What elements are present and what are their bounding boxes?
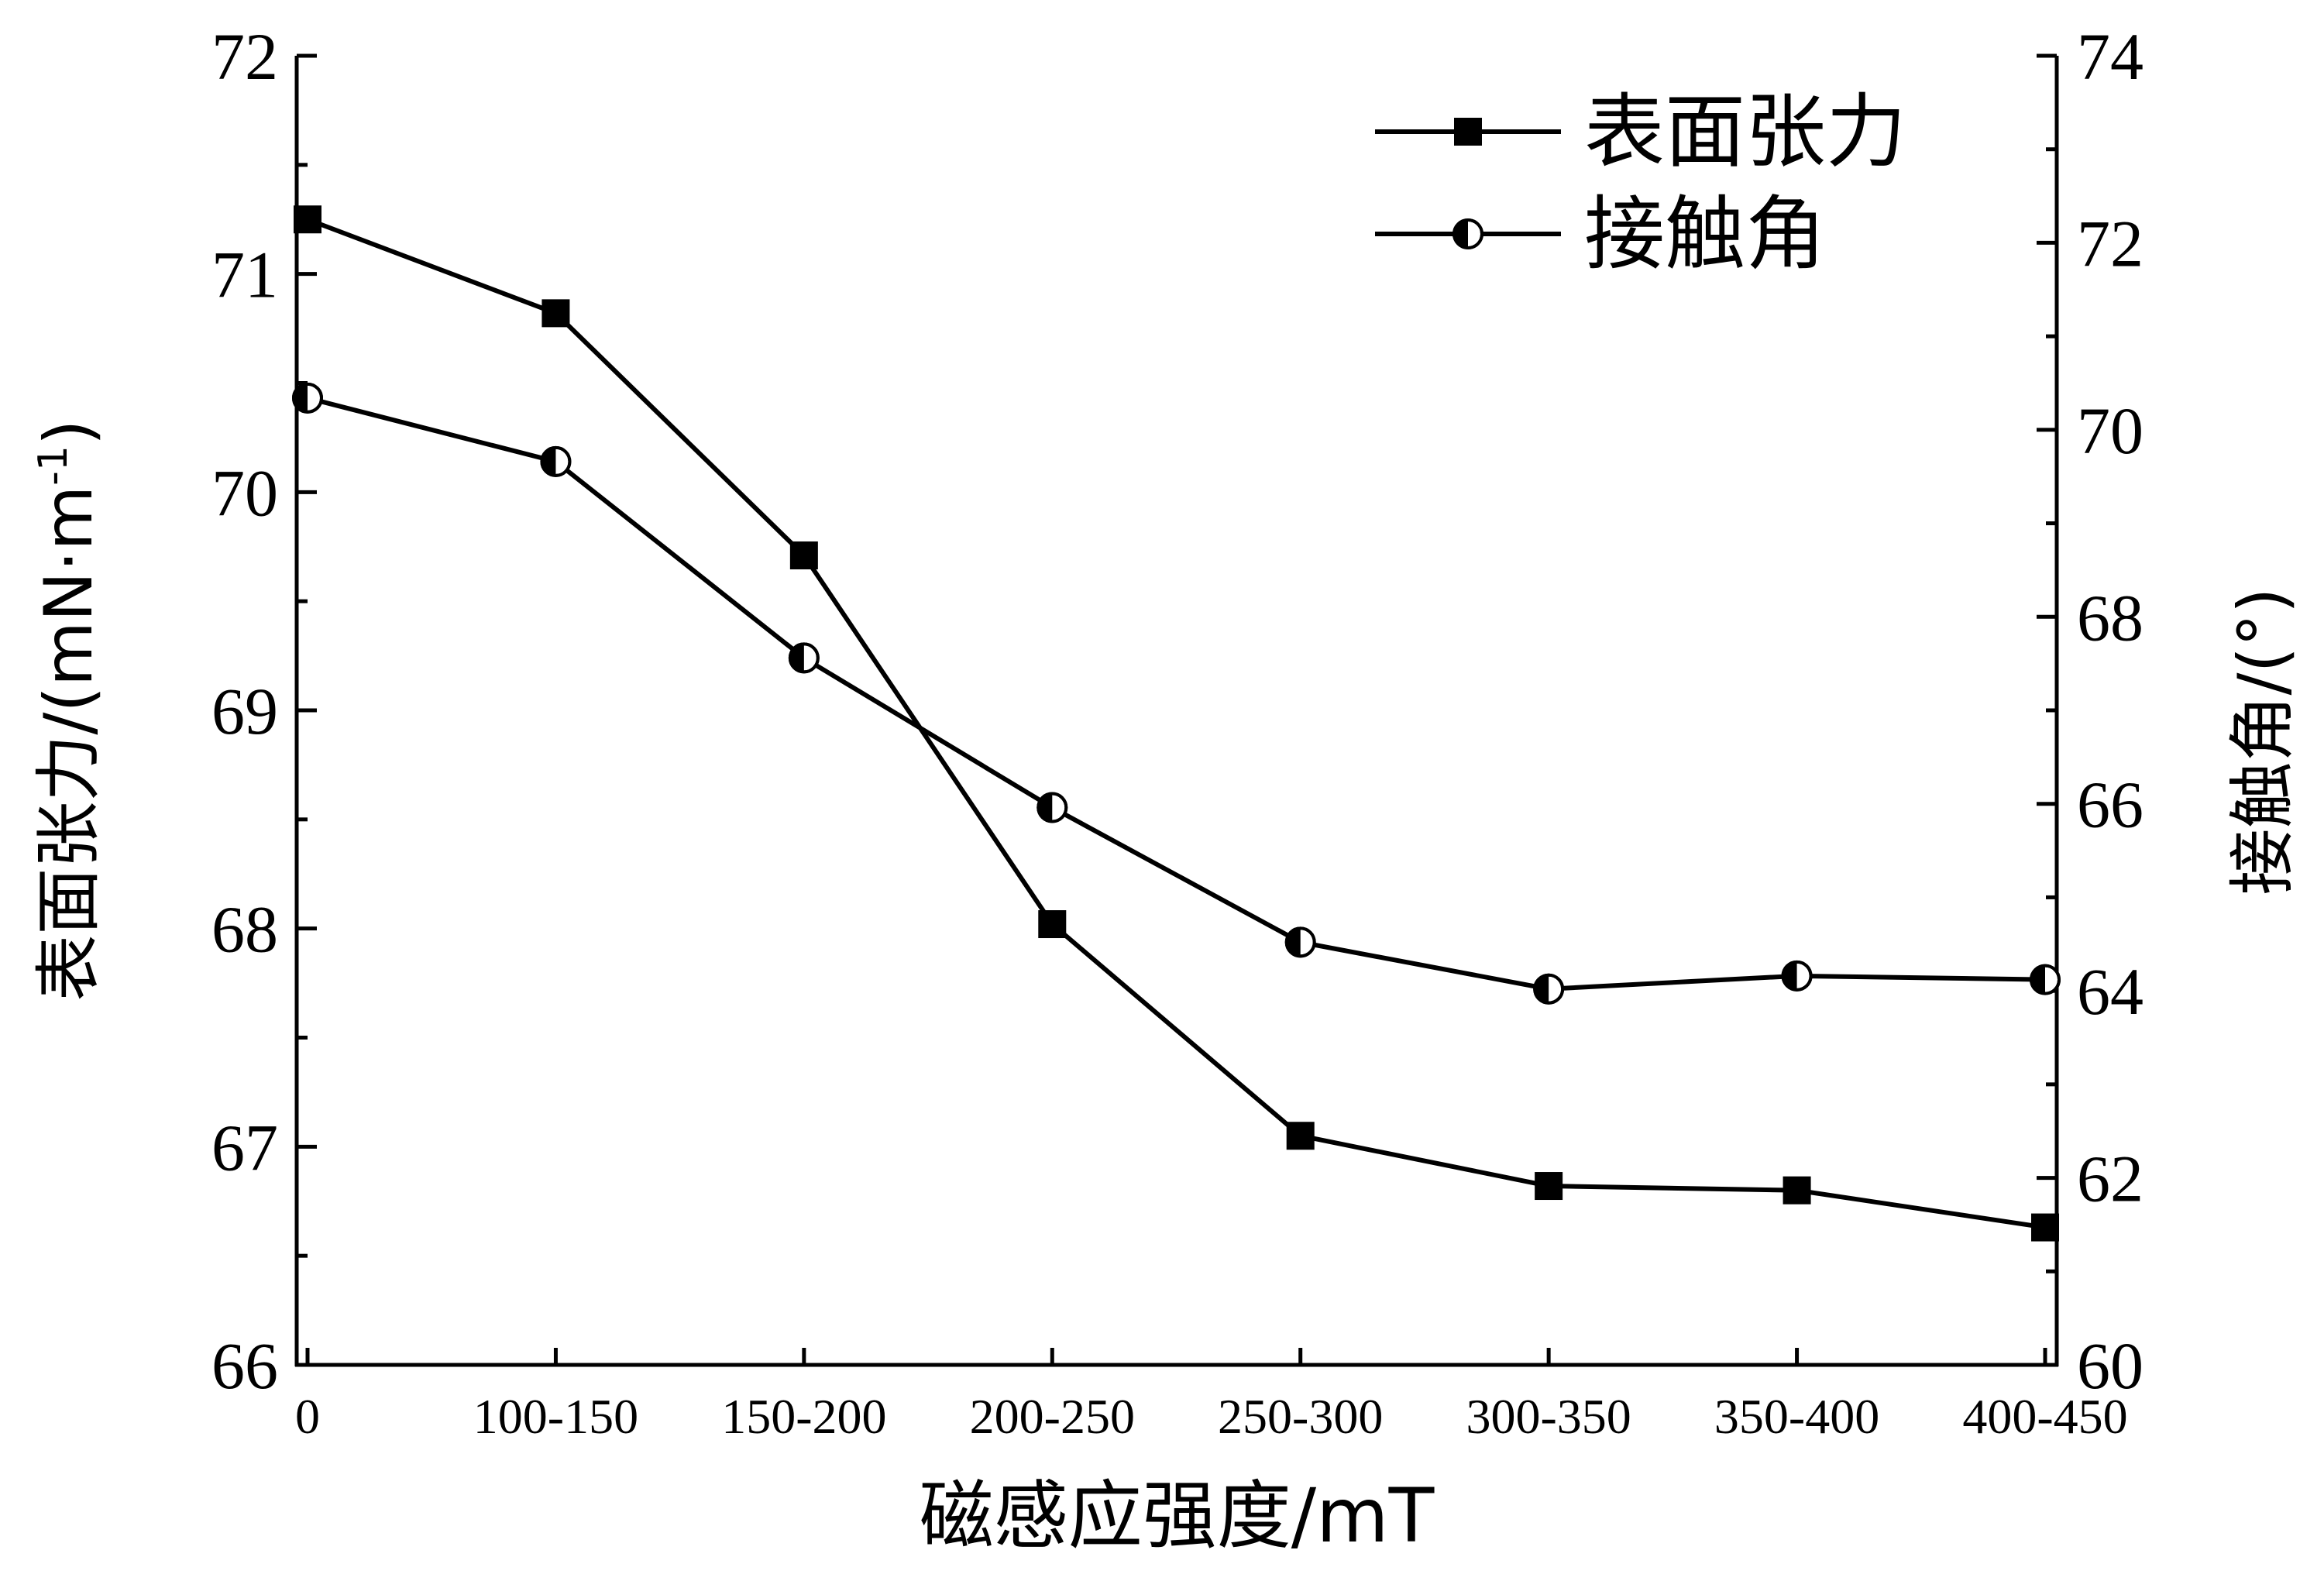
data-point-circle-outline <box>1452 218 1483 249</box>
right-y-tick-label: 68 <box>2077 580 2144 655</box>
data-point-circle <box>1533 973 1565 1005</box>
data-point-circle-outline <box>1533 973 1565 1005</box>
x-tick-label: 400-450 <box>1962 1389 2127 1444</box>
x-tick-label: 150-200 <box>721 1389 886 1444</box>
data-point-circle-outline <box>1284 926 1316 958</box>
left-y-axis-title: 表面张力/(mN·m-1) <box>30 419 108 1001</box>
right-y-tick-label: 74 <box>2077 19 2144 94</box>
x-tick-label: 300-350 <box>1466 1389 1631 1444</box>
data-point-circle <box>788 642 820 674</box>
data-point-square <box>1535 1172 1563 1201</box>
right-y-tick-label: 62 <box>2077 1142 2144 1216</box>
data-point-square <box>1783 1176 1811 1205</box>
legend-label: 表面张力 <box>1584 84 1906 179</box>
data-point-square <box>294 205 321 234</box>
right-y-tick-label: 70 <box>2077 394 2144 468</box>
right-y-tick-label: 66 <box>2077 768 2144 842</box>
data-point-circle <box>1037 792 1068 823</box>
data-point-circle-outline <box>1037 792 1068 823</box>
data-point-circle-outline <box>788 642 820 674</box>
right-y-axis-title: 接触角/(°) <box>2224 587 2302 895</box>
x-tick-label: 250-300 <box>1218 1389 1383 1444</box>
x-tick-label: 0 <box>295 1389 320 1444</box>
data-point-circle <box>1284 926 1316 958</box>
data-point-circle-outline <box>292 382 323 414</box>
left-y-tick-label: 68 <box>211 892 278 967</box>
left-y-tick-label: 71 <box>211 238 278 312</box>
x-tick-label: 100-150 <box>473 1389 638 1444</box>
data-point-circle-outline <box>540 445 572 477</box>
x-tick-label: 200-250 <box>970 1389 1135 1444</box>
series-group <box>292 205 2061 1242</box>
data-point-circle-outline <box>2030 964 2061 995</box>
left-y-tick-label: 67 <box>211 1110 278 1184</box>
data-point-square <box>789 541 818 570</box>
right-y-tick-label: 72 <box>2077 206 2144 280</box>
data-point-circle <box>292 382 323 414</box>
x-axis-title: 磁感应强度/mT <box>920 1473 1435 1559</box>
legend-label: 接触角 <box>1584 187 1826 281</box>
right-y-tick-label: 64 <box>2077 954 2144 1029</box>
left-y-tick-label: 72 <box>211 19 278 94</box>
data-point-square <box>1286 1122 1315 1150</box>
axes: 66 67 68 69 70 71 72 60 62 64 66 68 70 72 74 0 100-150 15… <box>30 19 2302 1444</box>
left-y-axis-title-main: 表面张力/(mN·m <box>30 486 108 1002</box>
left-y-axis-title-close: ) <box>30 419 108 445</box>
left-y-tick-label: 66 <box>211 1328 278 1403</box>
data-point-square <box>2031 1213 2059 1242</box>
data-point-square <box>1454 118 1482 146</box>
left-y-tick-label: 69 <box>211 674 278 748</box>
data-point-circle <box>2030 964 2061 995</box>
data-point-square <box>1038 910 1067 939</box>
data-point-circle-outline <box>1781 960 1813 992</box>
series-line-right <box>307 395 2046 992</box>
left-y-tick-label: 70 <box>211 455 278 530</box>
data-point-circle <box>1452 218 1483 249</box>
data-point-circle <box>540 445 572 477</box>
series-line-left <box>306 217 2046 1230</box>
x-tick-label: 350-400 <box>1714 1389 1879 1444</box>
data-point-square <box>541 299 570 328</box>
right-y-tick-label: 60 <box>2077 1328 2144 1403</box>
data-point-circle <box>1781 960 1813 992</box>
left-y-axis-title-sup: -1 <box>30 445 77 486</box>
